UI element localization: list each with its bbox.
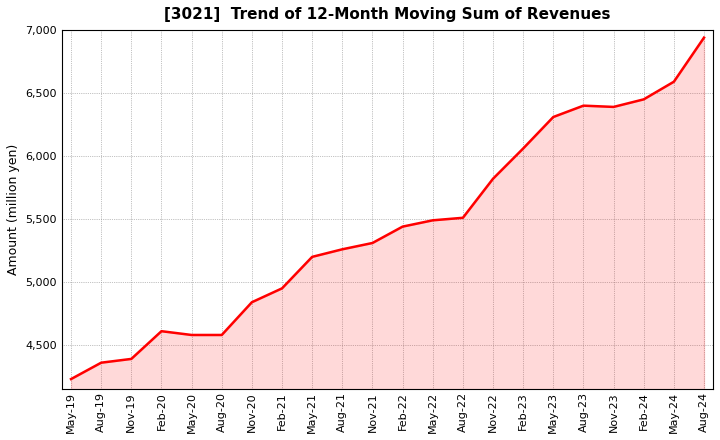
Title: [3021]  Trend of 12-Month Moving Sum of Revenues: [3021] Trend of 12-Month Moving Sum of R… <box>164 7 611 22</box>
Y-axis label: Amount (million yen): Amount (million yen) <box>7 144 20 275</box>
